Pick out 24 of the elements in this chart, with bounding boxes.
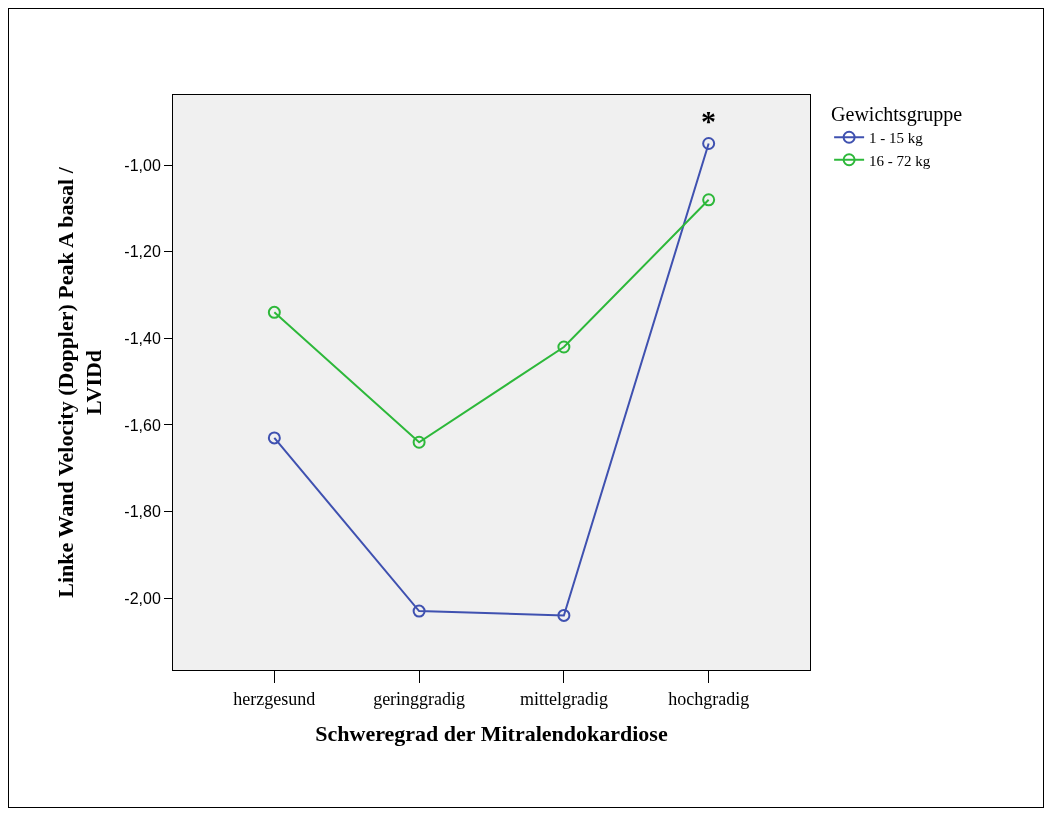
x-tick-label: herzgesund — [233, 688, 316, 709]
legend-label: 1 - 15 kg — [869, 130, 924, 147]
legend-label: 16 - 72 kg — [869, 152, 931, 169]
x-tick-label: geringgradig — [373, 688, 466, 709]
x-tick-label: hochgradig — [668, 688, 750, 709]
y-tick-label: -1,60 — [124, 416, 161, 434]
y-tick-label: -2,00 — [124, 589, 161, 607]
y-tick-label: -1,80 — [124, 503, 161, 521]
y-tick-label: -1,40 — [124, 329, 161, 347]
y-tick-label: -1,00 — [124, 156, 161, 174]
point — [557, 608, 571, 622]
point — [412, 435, 426, 449]
point — [267, 305, 281, 319]
point — [557, 340, 571, 354]
point — [702, 193, 716, 207]
y-axis-title: Linke Wand Velocity (Doppler) Peak A basal / LVIDd — [52, 166, 107, 598]
point — [412, 604, 426, 618]
point — [267, 431, 281, 445]
legend-title: Gewichtsgruppe — [831, 103, 963, 126]
x-tick-label: mittelgradig — [519, 688, 608, 709]
x-axis-title: Schweregrad der Mitralendokardiose — [315, 721, 668, 747]
point — [702, 136, 716, 150]
annotation: * — [701, 104, 716, 137]
y-tick-label: -1,20 — [124, 243, 161, 261]
